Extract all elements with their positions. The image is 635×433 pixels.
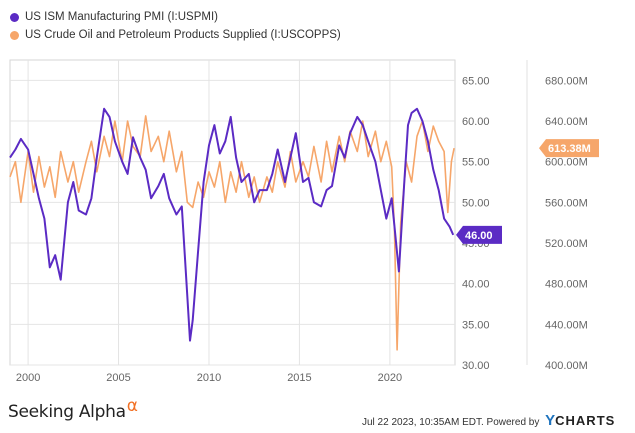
x-tick-label: 2005 <box>106 372 130 384</box>
right-tick-label: 680.00M <box>545 75 588 87</box>
x-tick-label: 2010 <box>197 372 221 384</box>
series-lines <box>9 107 455 351</box>
right-tick-label: 560.00M <box>545 197 588 209</box>
badge-value: 46.00 <box>465 230 493 242</box>
right-tick-label: 480.00M <box>545 279 588 291</box>
powered-by-text: Powered by <box>486 417 540 428</box>
x-tick-label: 2015 <box>287 372 311 384</box>
badge-background <box>456 225 502 244</box>
gridlines <box>9 59 528 366</box>
ycharts-y-icon: Y <box>545 412 556 429</box>
badge-pmi: 46.00 <box>456 225 502 244</box>
right-tick-label: 600.00M <box>545 157 588 169</box>
ycharts-logo[interactable]: YCHARTS <box>542 412 615 429</box>
badge-background <box>539 139 599 158</box>
legend-label-oil: US Crude Oil and Petroleum Products Supp… <box>25 29 341 41</box>
left-tick-label: 50.00 <box>462 197 490 209</box>
alpha-icon: α <box>126 396 138 416</box>
x-tick-label: 2020 <box>378 372 402 384</box>
left-tick-label: 55.00 <box>462 157 490 169</box>
left-tick-label: 30.00 <box>462 360 490 372</box>
right-tick-label: 640.00M <box>545 116 588 128</box>
legend-label-pmi: US ISM Manufacturing PMI (I:USPMI) <box>25 11 218 23</box>
legend-marker-oil <box>10 30 19 40</box>
x-tick-label: 2000 <box>16 372 40 384</box>
brand-name: Seeking Alpha <box>8 402 126 422</box>
axes: 65.0060.0055.0050.0045.0040.0035.0030.00… <box>16 75 588 384</box>
legend: US ISM Manufacturing PMI (I:USPMI) US Cr… <box>10 8 341 44</box>
ycharts-wordmark: CHARTS <box>555 413 616 428</box>
right-tick-label: 520.00M <box>545 238 588 250</box>
legend-item-oil[interactable]: US Crude Oil and Petroleum Products Supp… <box>10 26 341 44</box>
footer-attribution: Jul 22 2023, 10:35AM EDT. Powered by YCH… <box>362 412 615 429</box>
series-line-oil <box>9 115 455 351</box>
series-line-pmi <box>9 107 455 342</box>
right-tick-label: 440.00M <box>545 319 588 331</box>
timestamp: Jul 22 2023, 10:35AM EDT. <box>362 417 484 428</box>
last-value-badges: 46.00 613.38M <box>456 139 599 244</box>
badge-oil: 613.38M <box>539 139 599 158</box>
left-tick-label: 40.00 <box>462 279 490 291</box>
legend-item-pmi[interactable]: US ISM Manufacturing PMI (I:USPMI) <box>10 8 341 26</box>
seeking-alpha-logo[interactable]: Seeking Alphaα <box>8 396 138 422</box>
left-tick-label: 60.00 <box>462 116 490 128</box>
badge-value: 613.38M <box>548 143 591 155</box>
left-tick-label: 35.00 <box>462 319 490 331</box>
left-tick-label: 65.00 <box>462 75 490 87</box>
legend-marker-pmi <box>10 12 19 22</box>
right-tick-label: 400.00M <box>545 360 588 372</box>
